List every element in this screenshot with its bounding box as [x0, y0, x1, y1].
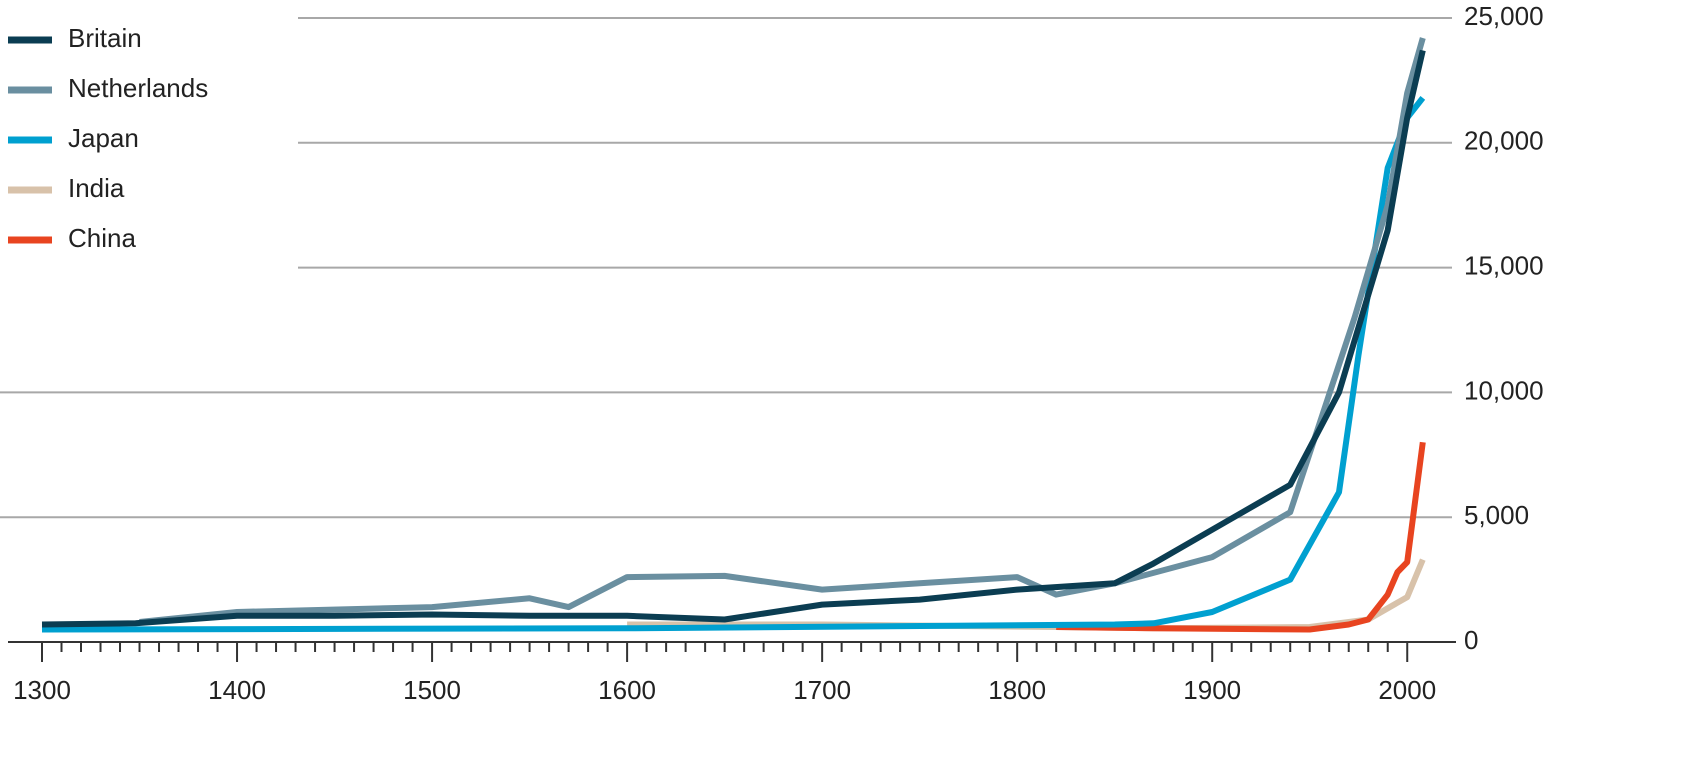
x-tick-label: 1800 [988, 675, 1046, 705]
x-tick-label: 1500 [403, 675, 461, 705]
y-tick-label: 25,000 [1464, 1, 1544, 31]
line [1056, 441, 1426, 633]
line [139, 37, 1426, 625]
x-tick-label: 1400 [208, 675, 266, 705]
legend-label: Britain [68, 23, 142, 53]
y-tick-label: 20,000 [1464, 126, 1544, 156]
legend-label: Japan [68, 123, 139, 153]
y-tick-label: 15,000 [1464, 250, 1544, 280]
legend-label: India [68, 173, 125, 203]
line [41, 49, 1426, 628]
x-tick-label: 1700 [793, 675, 851, 705]
x-tick-label: 2000 [1378, 675, 1436, 705]
y-tick-label: 10,000 [1464, 375, 1544, 405]
legend-label: China [68, 223, 136, 253]
line [41, 96, 1426, 633]
x-tick-label: 1600 [598, 675, 656, 705]
x-tick-label: 1300 [13, 675, 71, 705]
x-tick-label: 1900 [1183, 675, 1241, 705]
legend-label: Netherlands [68, 73, 208, 103]
y-tick-label: 0 [1464, 625, 1478, 655]
y-tick-label: 5,000 [1464, 500, 1529, 530]
